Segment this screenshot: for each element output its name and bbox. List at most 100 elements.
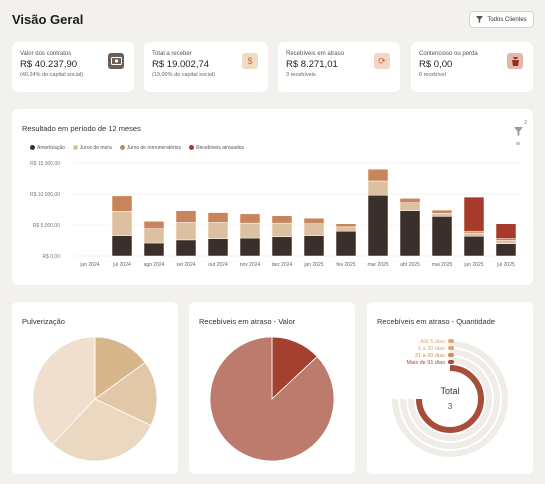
x-tick-label: nov 2024	[240, 262, 261, 268]
kpi-value: R$ 0,00	[419, 59, 453, 70]
total-label: Total	[440, 386, 460, 396]
pulverizacao-pie	[32, 336, 158, 462]
bar-segment	[175, 222, 197, 241]
monthly-results-title: Resultado em período de 12 meses	[22, 124, 141, 133]
dollar-doc-icon: $	[242, 53, 258, 69]
funnel-icon	[476, 16, 484, 23]
x-tick-label: abr 2025	[400, 262, 420, 268]
ring-track	[400, 349, 500, 449]
bar-segment	[239, 213, 261, 224]
bar-segment	[367, 194, 389, 257]
y-tick-label: R$ 5.000,00	[33, 223, 60, 229]
bar-segment	[431, 209, 453, 214]
bar-segment	[463, 232, 485, 237]
bar-segment	[207, 238, 229, 257]
legend-item-amortizacao: Amortização	[30, 145, 65, 151]
chart-filter-badge: 2	[524, 120, 527, 126]
bar-segment	[335, 226, 357, 232]
bar-segment	[303, 223, 325, 236]
y-tick-label: R$ 0,00	[42, 254, 60, 260]
bar-segment	[207, 212, 229, 223]
pie-slice	[51, 398, 152, 462]
pie-slice	[209, 336, 335, 462]
bar-segment	[239, 222, 261, 239]
bar-segment	[175, 239, 197, 257]
bar-segment	[463, 235, 485, 257]
bar-segment	[303, 217, 325, 225]
x-tick-label: jan 2025	[303, 262, 323, 268]
bag-icon	[507, 53, 523, 69]
bar-segment	[271, 236, 293, 257]
bar-segment	[495, 223, 517, 239]
ring-legend-label: Mais de 91 dias	[406, 360, 445, 366]
chart-filter-button[interactable]: 2	[514, 120, 527, 141]
ring-legend-label: Até 5 dias	[421, 339, 446, 345]
y-tick-label: R$ 10.000,00	[30, 192, 60, 198]
bar-segment	[143, 221, 165, 229]
bar-segment	[431, 212, 453, 217]
monthly-results-card: Resultado em período de 12 meses 2 ≡ Amo…	[12, 109, 533, 285]
kpi-label: Total a receber	[152, 51, 192, 57]
ring-legend-label: 31 a 90 dias	[415, 353, 445, 359]
x-tick-label: jun 2024	[79, 262, 99, 268]
kpi-label: Valor dos contratos	[20, 51, 72, 57]
ring-track	[408, 357, 492, 441]
x-tick-label: out 2024	[208, 262, 228, 268]
chart-legend: Amortização Juros de mora Juros de remun…	[30, 145, 244, 151]
overdue-quantity-title: Recebíveis em atraso - Quantidade	[377, 317, 495, 326]
legend-item-juros-mora: Juros de mora	[72, 145, 112, 151]
client-filter-button[interactable]: Todos Clientes	[469, 11, 534, 28]
total-value: 3	[447, 402, 453, 411]
ring-arc	[416, 365, 484, 433]
bar-segment	[463, 230, 485, 234]
x-tick-label: jul 2025	[496, 262, 515, 268]
page-title: Visão Geral	[12, 12, 84, 27]
bar-segment	[463, 196, 485, 232]
bar-segment	[271, 222, 293, 238]
ring-legend-marker	[448, 346, 454, 350]
bar-segment	[367, 168, 389, 182]
ring-legend-label: 6 a 30 dias	[418, 346, 445, 352]
x-tick-label: mai 2025	[432, 262, 453, 268]
bar-segment	[335, 223, 357, 228]
x-tick-label: fev 2025	[336, 262, 355, 268]
x-tick-label: set 2024	[176, 262, 195, 268]
bar-segment	[399, 198, 421, 203]
menu-icon[interactable]: ≡	[515, 141, 520, 148]
funnel-icon	[514, 127, 523, 136]
kpi-sub: 3 recebíveis	[286, 72, 316, 78]
legend-item-recebiveis-atrasados: Recebíveis atrasados	[188, 145, 244, 151]
bar-segment	[303, 235, 325, 257]
y-tick-label: R$ 15.000,00	[30, 161, 60, 167]
bar-segment	[271, 215, 293, 224]
kpi-card-litigation: Contencioso ou perda R$ 0,00 0 recebível	[411, 42, 533, 92]
bar-segment	[399, 202, 421, 211]
bar-segment	[143, 242, 165, 257]
bar-segment	[367, 180, 389, 196]
x-tick-label: ago 2024	[144, 262, 165, 268]
pie-slice	[32, 336, 96, 445]
bar-chart: R$ 0,00 R$ 5.000,00 R$ 10.000,00 R$ 15.000,…	[30, 161, 522, 268]
bar-segment	[111, 211, 133, 236]
pie-slice	[94, 361, 158, 426]
bar-segment	[431, 216, 453, 257]
bar-segment	[495, 243, 517, 257]
kpi-label: Recebíveis em atraso	[286, 51, 345, 57]
bar-segment	[239, 237, 261, 257]
kpi-sub: (40,24% do capital social)	[20, 72, 83, 78]
kpi-label: Contencioso ou perda	[419, 51, 478, 57]
bar-segment	[335, 230, 357, 257]
kpi-card-contract-value: Valor dos contratos R$ 40.237,90 (40,24%…	[12, 42, 134, 92]
x-tick-label: jun 2025	[463, 262, 483, 268]
overdue-value-pie	[209, 336, 335, 462]
bar-segment	[143, 228, 165, 244]
overdue-value-title: Recebíveis em atraso - Valor	[199, 317, 296, 326]
kpi-card-total-receivable: Total a receber R$ 19.002,74 (19,00% do …	[144, 42, 268, 92]
bar-segment	[175, 210, 197, 223]
ring-legend-marker	[448, 360, 454, 364]
kpi-value: R$ 8.271,01	[286, 59, 338, 70]
pie-slice	[94, 336, 146, 400]
refresh-icon: ⟳	[374, 53, 390, 69]
bar-segment	[495, 240, 517, 244]
